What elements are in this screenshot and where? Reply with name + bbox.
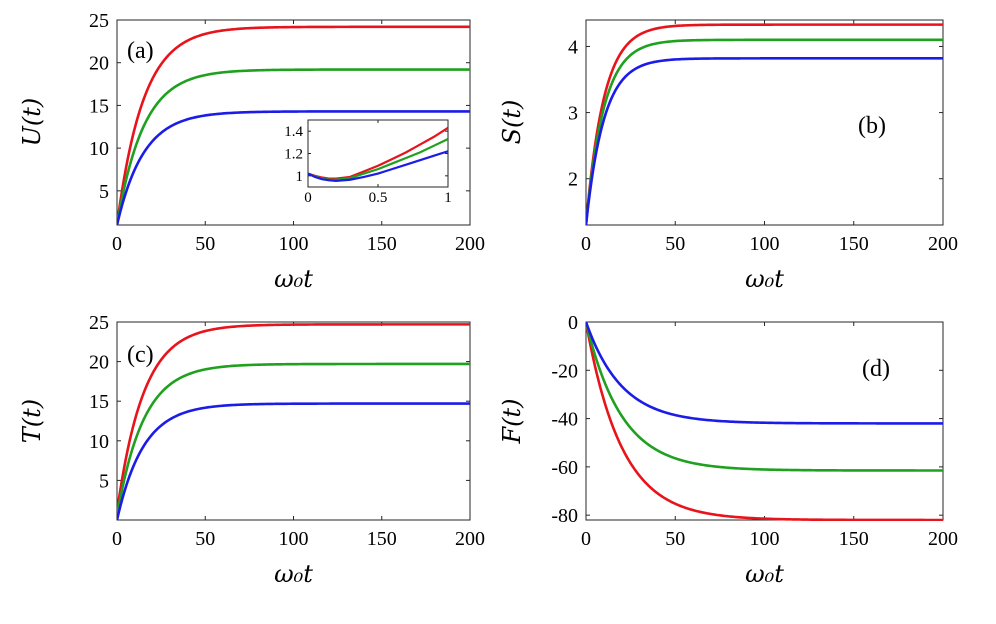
series-line-red (117, 323, 470, 513)
series-line-red (586, 23, 943, 226)
x-tick-label: 50 (665, 233, 685, 255)
x-axis-label: ω₀t (745, 265, 784, 293)
x-tick-label: 200 (928, 233, 958, 255)
x-axis-label: ω₀t (274, 560, 313, 588)
y-tick-label: 0 (568, 312, 578, 334)
x-tick-label: 200 (455, 233, 485, 255)
series-line-blue (117, 110, 470, 226)
y-axis-label: F(t) (498, 398, 526, 444)
y-tick-label: 4 (568, 36, 578, 58)
panel-b: 0 50 100 150 200 2 3 4 (b) ω₀t S(t) (498, 19, 958, 293)
x-tick-label: 150 (367, 528, 397, 550)
inset-y-tick-label: 1.4 (284, 124, 303, 140)
panel-c: 0 50 100 150 200 5 10 15 20 25 (c) ω₀t T(t) (18, 312, 485, 588)
panel-label: (d) (862, 356, 890, 382)
inset-x-tick-label: 0 (304, 190, 312, 206)
y-axis-label: U(t) (18, 98, 46, 147)
y-tick-label: 20 (89, 352, 109, 374)
series-line-blue (586, 57, 943, 226)
panel-label: (a) (127, 38, 154, 64)
y-tick-label: 15 (89, 391, 109, 413)
axes-frame (116, 321, 471, 521)
series-line-red (586, 321, 943, 521)
x-tick-label: 200 (928, 528, 958, 550)
series-line-green (117, 68, 470, 226)
y-axis-label: T(t) (18, 399, 46, 443)
axes-frame (585, 19, 944, 226)
series-line-blue (586, 321, 943, 425)
y-axis-label: S(t) (498, 100, 526, 145)
y-tick-label: 15 (89, 95, 109, 117)
x-tick-label: 0 (112, 528, 122, 550)
panel-label: (b) (858, 113, 886, 139)
x-tick-label: 200 (455, 528, 485, 550)
y-tick-label: -40 (551, 409, 578, 431)
y-tick-label: 20 (89, 53, 109, 75)
y-tick-label: -20 (551, 360, 578, 382)
y-tick-label: 5 (99, 470, 109, 492)
x-tick-label: 100 (750, 528, 780, 550)
y-tick-label: -60 (551, 457, 578, 479)
x-tick-label: 0 (581, 528, 591, 550)
inset-background (308, 120, 448, 187)
x-axis-label: ω₀t (745, 560, 784, 588)
y-tick-label: 25 (89, 312, 109, 334)
x-tick-label: 150 (839, 528, 869, 550)
y-tick-label: 3 (568, 103, 578, 125)
y-tick-label: 5 (99, 181, 109, 203)
series-line-green (586, 38, 943, 226)
panel-label: (c) (127, 342, 154, 368)
x-tick-label: 50 (195, 233, 215, 255)
x-tick-label: 0 (581, 233, 591, 255)
inset-plot: 0 0.5 1 1 1.2 1.4 (284, 119, 452, 206)
axes-frame (585, 321, 944, 521)
x-tick-label: 150 (839, 233, 869, 255)
x-tick-label: 100 (279, 233, 309, 255)
x-tick-label: 150 (367, 233, 397, 255)
x-tick-label: 0 (112, 233, 122, 255)
series-line-green (117, 362, 470, 517)
x-tick-label: 50 (195, 528, 215, 550)
y-tick-label: 10 (89, 138, 109, 160)
y-tick-label: 2 (568, 169, 578, 191)
panel-d: 0 50 100 150 200 -80 -60 -40 -20 0 (d) ω₀t F(t) (498, 312, 958, 588)
inset-y-tick-label: 1.2 (284, 147, 303, 163)
x-tick-label: 100 (750, 233, 780, 255)
x-tick-label: 50 (665, 528, 685, 550)
x-tick-label: 100 (279, 528, 309, 550)
inset-series-line-blue (308, 150, 448, 182)
series-line-blue (117, 402, 470, 521)
panel-a: 0 50 100 150 200 5 10 15 20 25 (a) ω₀t U(t) 0 0.5 1 1 1.2… (18, 10, 485, 293)
inset-x-tick-label: 1 (444, 190, 452, 206)
y-tick-label: 10 (89, 431, 109, 453)
series-line-green (586, 321, 943, 472)
inset-x-tick-label: 0.5 (369, 190, 388, 206)
y-tick-label: -80 (551, 505, 578, 527)
x-axis-label: ω₀t (274, 265, 313, 293)
y-tick-label: 25 (89, 10, 109, 32)
inset-y-tick-label: 1 (296, 169, 304, 185)
series-line-red (117, 25, 470, 226)
